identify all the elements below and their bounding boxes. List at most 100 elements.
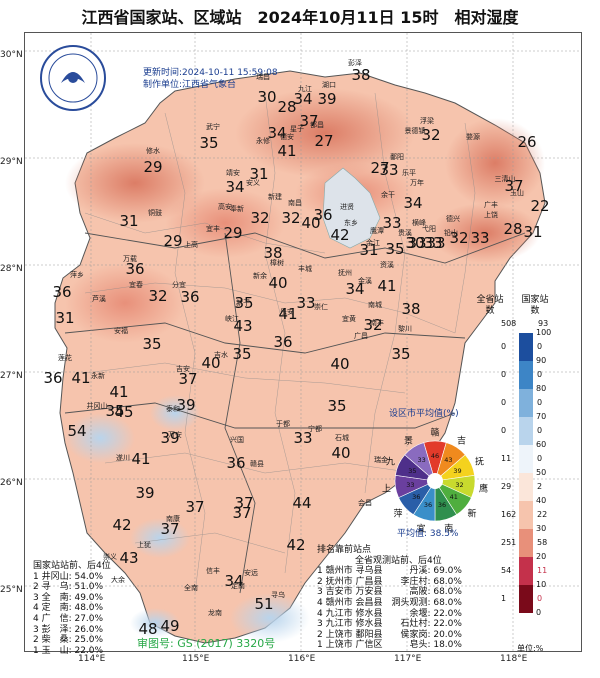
pie-slice-value: 33 [406,480,415,489]
legend-swatch [519,473,533,501]
humidity-value: 30 [405,234,425,252]
humidity-value: 31 [119,212,139,230]
county-name: 奉新 [230,205,244,213]
legend-station-count: 0 [501,398,507,407]
county-name: 广丰 [484,201,498,209]
humidity-value: 39 [160,429,180,447]
pie-slice-value: 35 [408,466,417,475]
latitude-label: 29°N [0,157,23,167]
legend-swatch [519,501,533,529]
legend-national-count: 22 [537,510,548,519]
pie-slice-name: 新 [467,509,477,520]
humidity-value: 37 [504,177,524,195]
ranking-row: 1 井冈山: 54.0% [33,571,104,582]
latitude-label: 26°N [0,478,23,488]
humidity-value: 36 [273,333,293,351]
humidity-value: 28 [277,98,297,116]
pie-slice-value: 39 [453,466,462,475]
pie-slice-value: 36 [423,500,433,509]
county-name: 崇仁 [314,303,328,311]
humidity-value: 41 [377,277,397,295]
county-name: 上犹 [137,541,151,549]
county-name: 余干 [381,191,395,199]
legend-national-count: 0 [537,454,543,463]
legend-tick: 80 [536,384,547,393]
humidity-value: 26 [517,133,537,151]
county-name: 安远 [244,569,258,577]
county-name: 都昌 [310,121,324,129]
legend-tick: 40 [536,496,547,505]
county-name: 安福 [114,327,128,335]
county-name: 金溪 [358,277,372,285]
ranking-row: 3 吉安市 万安县 高陂: 68.0% [317,587,462,598]
county-name: 新建 [268,193,282,201]
ranking-row: 2 抚州市 广昌县 李庄村: 68.0% [317,576,462,587]
county-name: 峡江 [225,315,239,323]
humidity-value: 31 [249,165,269,183]
humidity-value: 36 [313,206,333,224]
legend-tick: 10 [536,580,547,589]
pie-slice-value: 43 [444,456,453,465]
humidity-value: 44 [292,494,312,512]
humidity-value: 36 [43,369,63,387]
county-name: 樟树 [270,259,284,267]
county-name: 武宁 [206,123,220,131]
county-name: 瑞金 [374,456,388,464]
humidity-value: 42 [286,536,306,554]
ranking-row: 3 彭 泽: 26.0% [33,624,104,635]
county-name: 大余 [111,576,125,584]
county-name: 湖口 [322,81,336,89]
pie-slice-name: 南 [444,524,454,535]
county-name: 万年 [410,179,424,187]
humidity-value: 34 [225,178,245,196]
legend-swatch [519,557,533,585]
county-name: 鄱阳 [390,153,404,161]
humidity-value: 40 [331,444,351,462]
pie-slice-value: 41 [449,493,458,502]
legend-swatch [519,445,533,473]
county-name: 赣县 [250,460,264,468]
legend-tick: 70 [536,412,547,421]
legend-station-header: 全省站数 [476,295,504,316]
humidity-value: 32 [449,229,469,247]
county-name: 会昌 [358,499,372,507]
pie-slice-name: 景 [403,436,414,447]
legend-national-count: 0 [537,370,543,379]
county-name: 横峰 [412,219,426,227]
county-name: 宜黄 [342,315,356,323]
legend-national-header: 国家站数 [521,295,549,316]
pie-slice-value: 36 [412,493,421,502]
county-name: 南城 [368,301,382,309]
ranking-row: 3 全 南: 49.0% [33,592,104,603]
ranking-row: 1 赣州市 寻乌县 丹溪: 69.0% [317,566,462,577]
legend-station-count: 251 [501,538,517,547]
ranking-row: 1 玉 山: 22.0% [33,645,104,656]
longitude-label: 118°E [500,654,528,664]
ranking-national: 国家站站前、后4位 1 井冈山: 54.0% 2 寻 乌: 51.0% 3 全 南:… [33,561,111,656]
county-name: 泰和 [166,405,180,413]
county-name: 资溪 [380,261,394,269]
county-name: 黎川 [398,325,412,333]
county-name: 上高 [184,241,198,249]
legend-swatch [519,333,533,361]
county-name: 进贤 [340,203,354,211]
county-name: 龙南 [208,609,222,617]
humidity-value: 38 [401,300,421,318]
county-name: 宜丰 [206,225,220,233]
legend-tick: 30 [536,524,547,533]
county-name: 东乡 [344,219,358,227]
longitude-label: 114°E [78,654,106,664]
humidity-map [25,33,581,651]
county-name: 彭泽 [348,59,362,67]
humidity-value: 32 [421,126,441,144]
humidity-value: 34 [267,124,287,142]
county-name: 万安 [168,431,182,439]
longitude-label: 117°E [394,654,422,664]
humidity-value: 38 [351,66,371,84]
pie-slice-name: 萍 [393,509,403,520]
humidity-value: 34 [345,280,365,298]
legend-tick: 20 [536,552,547,561]
latitude-label: 28°N [0,264,23,274]
humidity-value: 27 [314,132,334,150]
humidity-value: 37 [160,520,180,538]
